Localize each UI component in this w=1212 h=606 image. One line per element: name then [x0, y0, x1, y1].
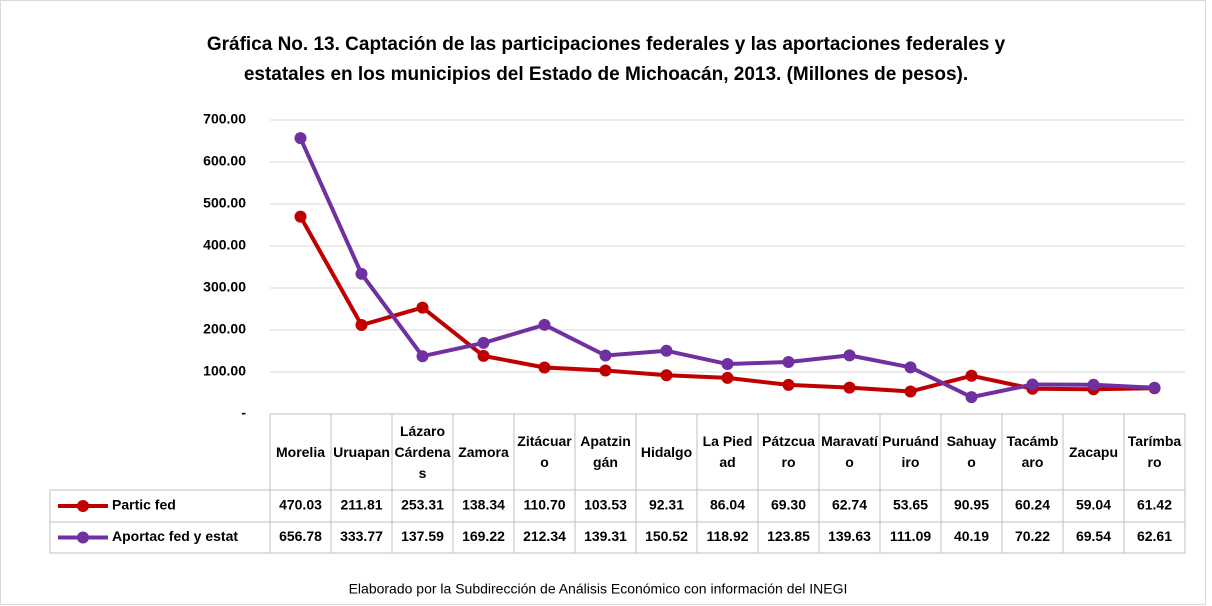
legend-label: Aportac fed y estat — [112, 528, 238, 544]
data-point — [1148, 381, 1161, 394]
data-label: 470.03 — [279, 497, 322, 513]
data-point — [1087, 378, 1100, 391]
x-tick-label: Lázaro Cárdenas — [394, 422, 451, 481]
data-point — [843, 349, 856, 362]
data-point — [355, 319, 368, 332]
data-point — [965, 369, 978, 382]
data-point — [904, 361, 917, 374]
data-point — [965, 391, 978, 404]
chart-title: Gráfica No. 13. Captación de las partici… — [206, 34, 1006, 85]
data-label: 150.52 — [645, 528, 688, 544]
legend-label: Partic fed — [112, 497, 176, 513]
data-point — [599, 349, 612, 362]
data-point — [294, 210, 307, 223]
data-label: 139.63 — [828, 528, 871, 544]
data-label: 69.30 — [771, 497, 806, 513]
data-label: 253.31 — [401, 497, 444, 513]
y-tick-label: 500.00 — [203, 195, 246, 211]
data-point — [416, 301, 429, 314]
data-label: 169.22 — [462, 528, 505, 544]
data-label: 118.92 — [706, 528, 748, 544]
data-label: 212.34 — [523, 528, 566, 544]
x-tick-label: Uruapan — [333, 443, 390, 460]
data-label: 62.74 — [832, 497, 867, 513]
x-tick-label: Hidalgo — [640, 443, 693, 460]
data-point — [538, 318, 551, 331]
x-tick-label: Maravatío — [821, 433, 878, 470]
data-point — [416, 350, 429, 363]
data-label: 59.04 — [1076, 497, 1111, 513]
x-tick-label: Zitácuaro — [517, 433, 572, 470]
x-tick-label: Pátzcuaro — [762, 433, 815, 470]
data-label: 111.09 — [890, 528, 931, 544]
data-label: 40.19 — [954, 528, 989, 544]
x-tick-label: La Piedad — [702, 433, 753, 470]
data-label: 86.04 — [710, 497, 745, 513]
data-label: 60.24 — [1015, 497, 1050, 513]
data-label: 62.61 — [1137, 528, 1172, 544]
data-label: 61.42 — [1137, 497, 1172, 513]
data-label: 138.34 — [462, 497, 505, 513]
x-tick-label: Zacapu — [1068, 443, 1118, 460]
y-tick-label: 700.00 — [203, 111, 246, 127]
x-tick-label: Tacámbaro — [1006, 433, 1059, 470]
data-label: 103.53 — [584, 497, 627, 513]
data-point — [599, 364, 612, 377]
x-tick-label: Morelia — [275, 443, 325, 460]
y-tick-label: 300.00 — [203, 279, 246, 295]
data-point — [477, 336, 490, 349]
x-tick-label: Tarímbaro — [1127, 433, 1182, 470]
data-point — [721, 371, 734, 384]
data-label: 69.54 — [1076, 528, 1111, 544]
data-label: 90.95 — [954, 497, 989, 513]
x-tick-label: Apatzingán — [580, 433, 631, 470]
data-label: 333.77 — [340, 528, 383, 544]
data-point — [660, 369, 673, 382]
y-tick-label: - — [241, 405, 246, 421]
data-label: 137.59 — [401, 528, 444, 544]
data-label: 211.81 — [340, 497, 382, 513]
data-point — [660, 344, 673, 357]
data-point — [294, 132, 307, 145]
legend-marker — [77, 500, 89, 512]
data-point — [721, 358, 734, 371]
data-point — [843, 381, 856, 394]
data-point — [477, 349, 490, 362]
data-label: 53.65 — [893, 497, 928, 513]
data-point — [355, 267, 368, 280]
data-point — [904, 385, 917, 398]
data-point — [782, 378, 795, 391]
data-point — [782, 355, 795, 368]
y-tick-label: 200.00 — [203, 321, 246, 337]
data-label: 656.78 — [279, 528, 322, 544]
y-tick-label: 400.00 — [203, 237, 246, 253]
data-label: 70.22 — [1015, 528, 1050, 544]
x-tick-label: Zamora — [458, 443, 509, 460]
legend-marker — [77, 531, 89, 544]
y-tick-label: 100.00 — [203, 363, 246, 379]
data-label: 110.70 — [523, 497, 565, 513]
data-label: 139.31 — [584, 528, 627, 544]
x-tick-label: Sahuayo — [946, 433, 997, 470]
data-label: 123.85 — [767, 528, 810, 544]
x-tick-label: Puruándiro — [882, 433, 939, 470]
y-tick-label: 600.00 — [203, 153, 246, 169]
data-point — [538, 361, 551, 374]
footnote: Elaborado por la Subdirección de Análisi… — [349, 581, 848, 597]
data-label: 92.31 — [649, 497, 684, 513]
data-point — [1026, 378, 1039, 391]
